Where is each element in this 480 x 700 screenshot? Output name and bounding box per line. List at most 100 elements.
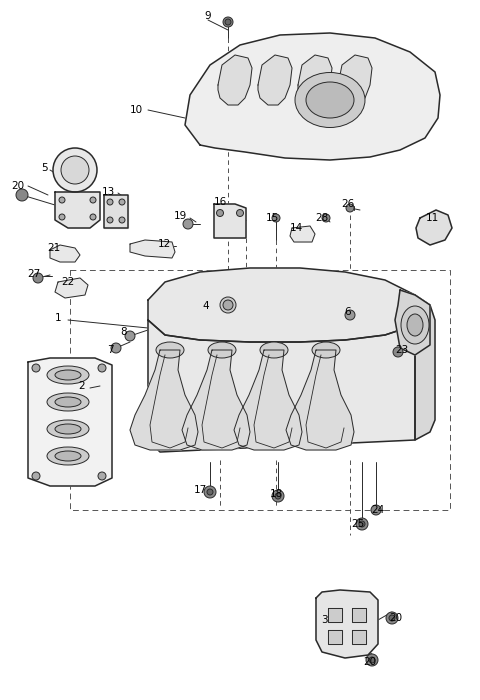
Ellipse shape <box>407 314 423 336</box>
Circle shape <box>53 148 97 192</box>
Text: 3: 3 <box>321 615 327 625</box>
Text: 20: 20 <box>363 657 377 667</box>
Text: 28: 28 <box>315 213 329 223</box>
Circle shape <box>369 657 375 663</box>
Text: 22: 22 <box>61 277 74 287</box>
Circle shape <box>207 489 213 495</box>
Circle shape <box>111 343 121 353</box>
Text: 16: 16 <box>214 197 227 207</box>
Circle shape <box>237 209 243 216</box>
Circle shape <box>59 214 65 220</box>
Polygon shape <box>298 55 332 105</box>
Text: 1: 1 <box>55 313 61 323</box>
Text: 13: 13 <box>101 187 115 197</box>
Circle shape <box>107 199 113 205</box>
Text: 14: 14 <box>289 223 302 233</box>
Circle shape <box>183 219 193 229</box>
Circle shape <box>61 156 89 184</box>
Text: 12: 12 <box>157 239 170 249</box>
Polygon shape <box>395 290 430 355</box>
Ellipse shape <box>55 451 81 461</box>
Text: 25: 25 <box>351 519 365 529</box>
Polygon shape <box>234 350 302 450</box>
Circle shape <box>32 472 40 480</box>
Polygon shape <box>352 630 366 644</box>
Circle shape <box>220 297 236 313</box>
Ellipse shape <box>306 82 354 118</box>
Polygon shape <box>50 245 80 262</box>
Circle shape <box>119 217 125 223</box>
Circle shape <box>386 612 398 624</box>
Text: 26: 26 <box>341 199 355 209</box>
Circle shape <box>119 199 125 205</box>
Circle shape <box>272 490 284 502</box>
Ellipse shape <box>208 342 236 358</box>
Text: 23: 23 <box>396 345 408 355</box>
Circle shape <box>223 300 233 310</box>
Ellipse shape <box>55 424 81 434</box>
Circle shape <box>125 331 135 341</box>
Text: 2: 2 <box>79 381 85 391</box>
Text: 17: 17 <box>193 485 206 495</box>
Polygon shape <box>185 33 440 160</box>
Polygon shape <box>415 295 435 440</box>
Polygon shape <box>214 204 246 238</box>
Circle shape <box>366 654 378 666</box>
Text: 19: 19 <box>173 211 187 221</box>
Text: 5: 5 <box>41 163 48 173</box>
Text: 27: 27 <box>27 269 41 279</box>
Ellipse shape <box>47 447 89 465</box>
Circle shape <box>322 214 330 222</box>
Circle shape <box>223 17 233 27</box>
Circle shape <box>275 493 281 499</box>
Polygon shape <box>130 240 175 258</box>
Circle shape <box>371 505 381 515</box>
Text: 4: 4 <box>203 301 209 311</box>
Ellipse shape <box>47 393 89 411</box>
Polygon shape <box>416 210 452 245</box>
Ellipse shape <box>156 342 184 358</box>
Circle shape <box>346 204 354 212</box>
Polygon shape <box>218 55 252 105</box>
Polygon shape <box>328 608 342 622</box>
Circle shape <box>107 217 113 223</box>
Ellipse shape <box>260 342 288 358</box>
Polygon shape <box>258 55 292 105</box>
Polygon shape <box>55 192 100 228</box>
Text: 7: 7 <box>107 345 113 355</box>
Circle shape <box>356 518 368 530</box>
Ellipse shape <box>55 370 81 380</box>
Circle shape <box>345 310 355 320</box>
Circle shape <box>216 209 224 216</box>
Text: 21: 21 <box>48 243 60 253</box>
Polygon shape <box>148 320 415 452</box>
Circle shape <box>32 364 40 372</box>
Ellipse shape <box>55 397 81 407</box>
Polygon shape <box>130 350 198 450</box>
Circle shape <box>272 214 280 222</box>
Polygon shape <box>316 590 378 658</box>
Ellipse shape <box>401 306 429 344</box>
Polygon shape <box>55 278 88 298</box>
Polygon shape <box>290 226 315 242</box>
Circle shape <box>389 615 395 621</box>
Ellipse shape <box>312 342 340 358</box>
Circle shape <box>16 189 28 201</box>
Circle shape <box>90 214 96 220</box>
Text: 11: 11 <box>425 213 439 223</box>
Ellipse shape <box>47 420 89 438</box>
Polygon shape <box>104 195 128 228</box>
Text: 15: 15 <box>265 213 278 223</box>
Polygon shape <box>182 350 250 450</box>
Circle shape <box>225 19 231 25</box>
Circle shape <box>98 364 106 372</box>
Circle shape <box>98 472 106 480</box>
Polygon shape <box>338 55 372 105</box>
Text: 20: 20 <box>389 613 403 623</box>
Polygon shape <box>328 630 342 644</box>
Text: 24: 24 <box>372 505 384 515</box>
Polygon shape <box>352 608 366 622</box>
Ellipse shape <box>47 366 89 384</box>
Text: 20: 20 <box>12 181 24 191</box>
Circle shape <box>359 521 365 527</box>
